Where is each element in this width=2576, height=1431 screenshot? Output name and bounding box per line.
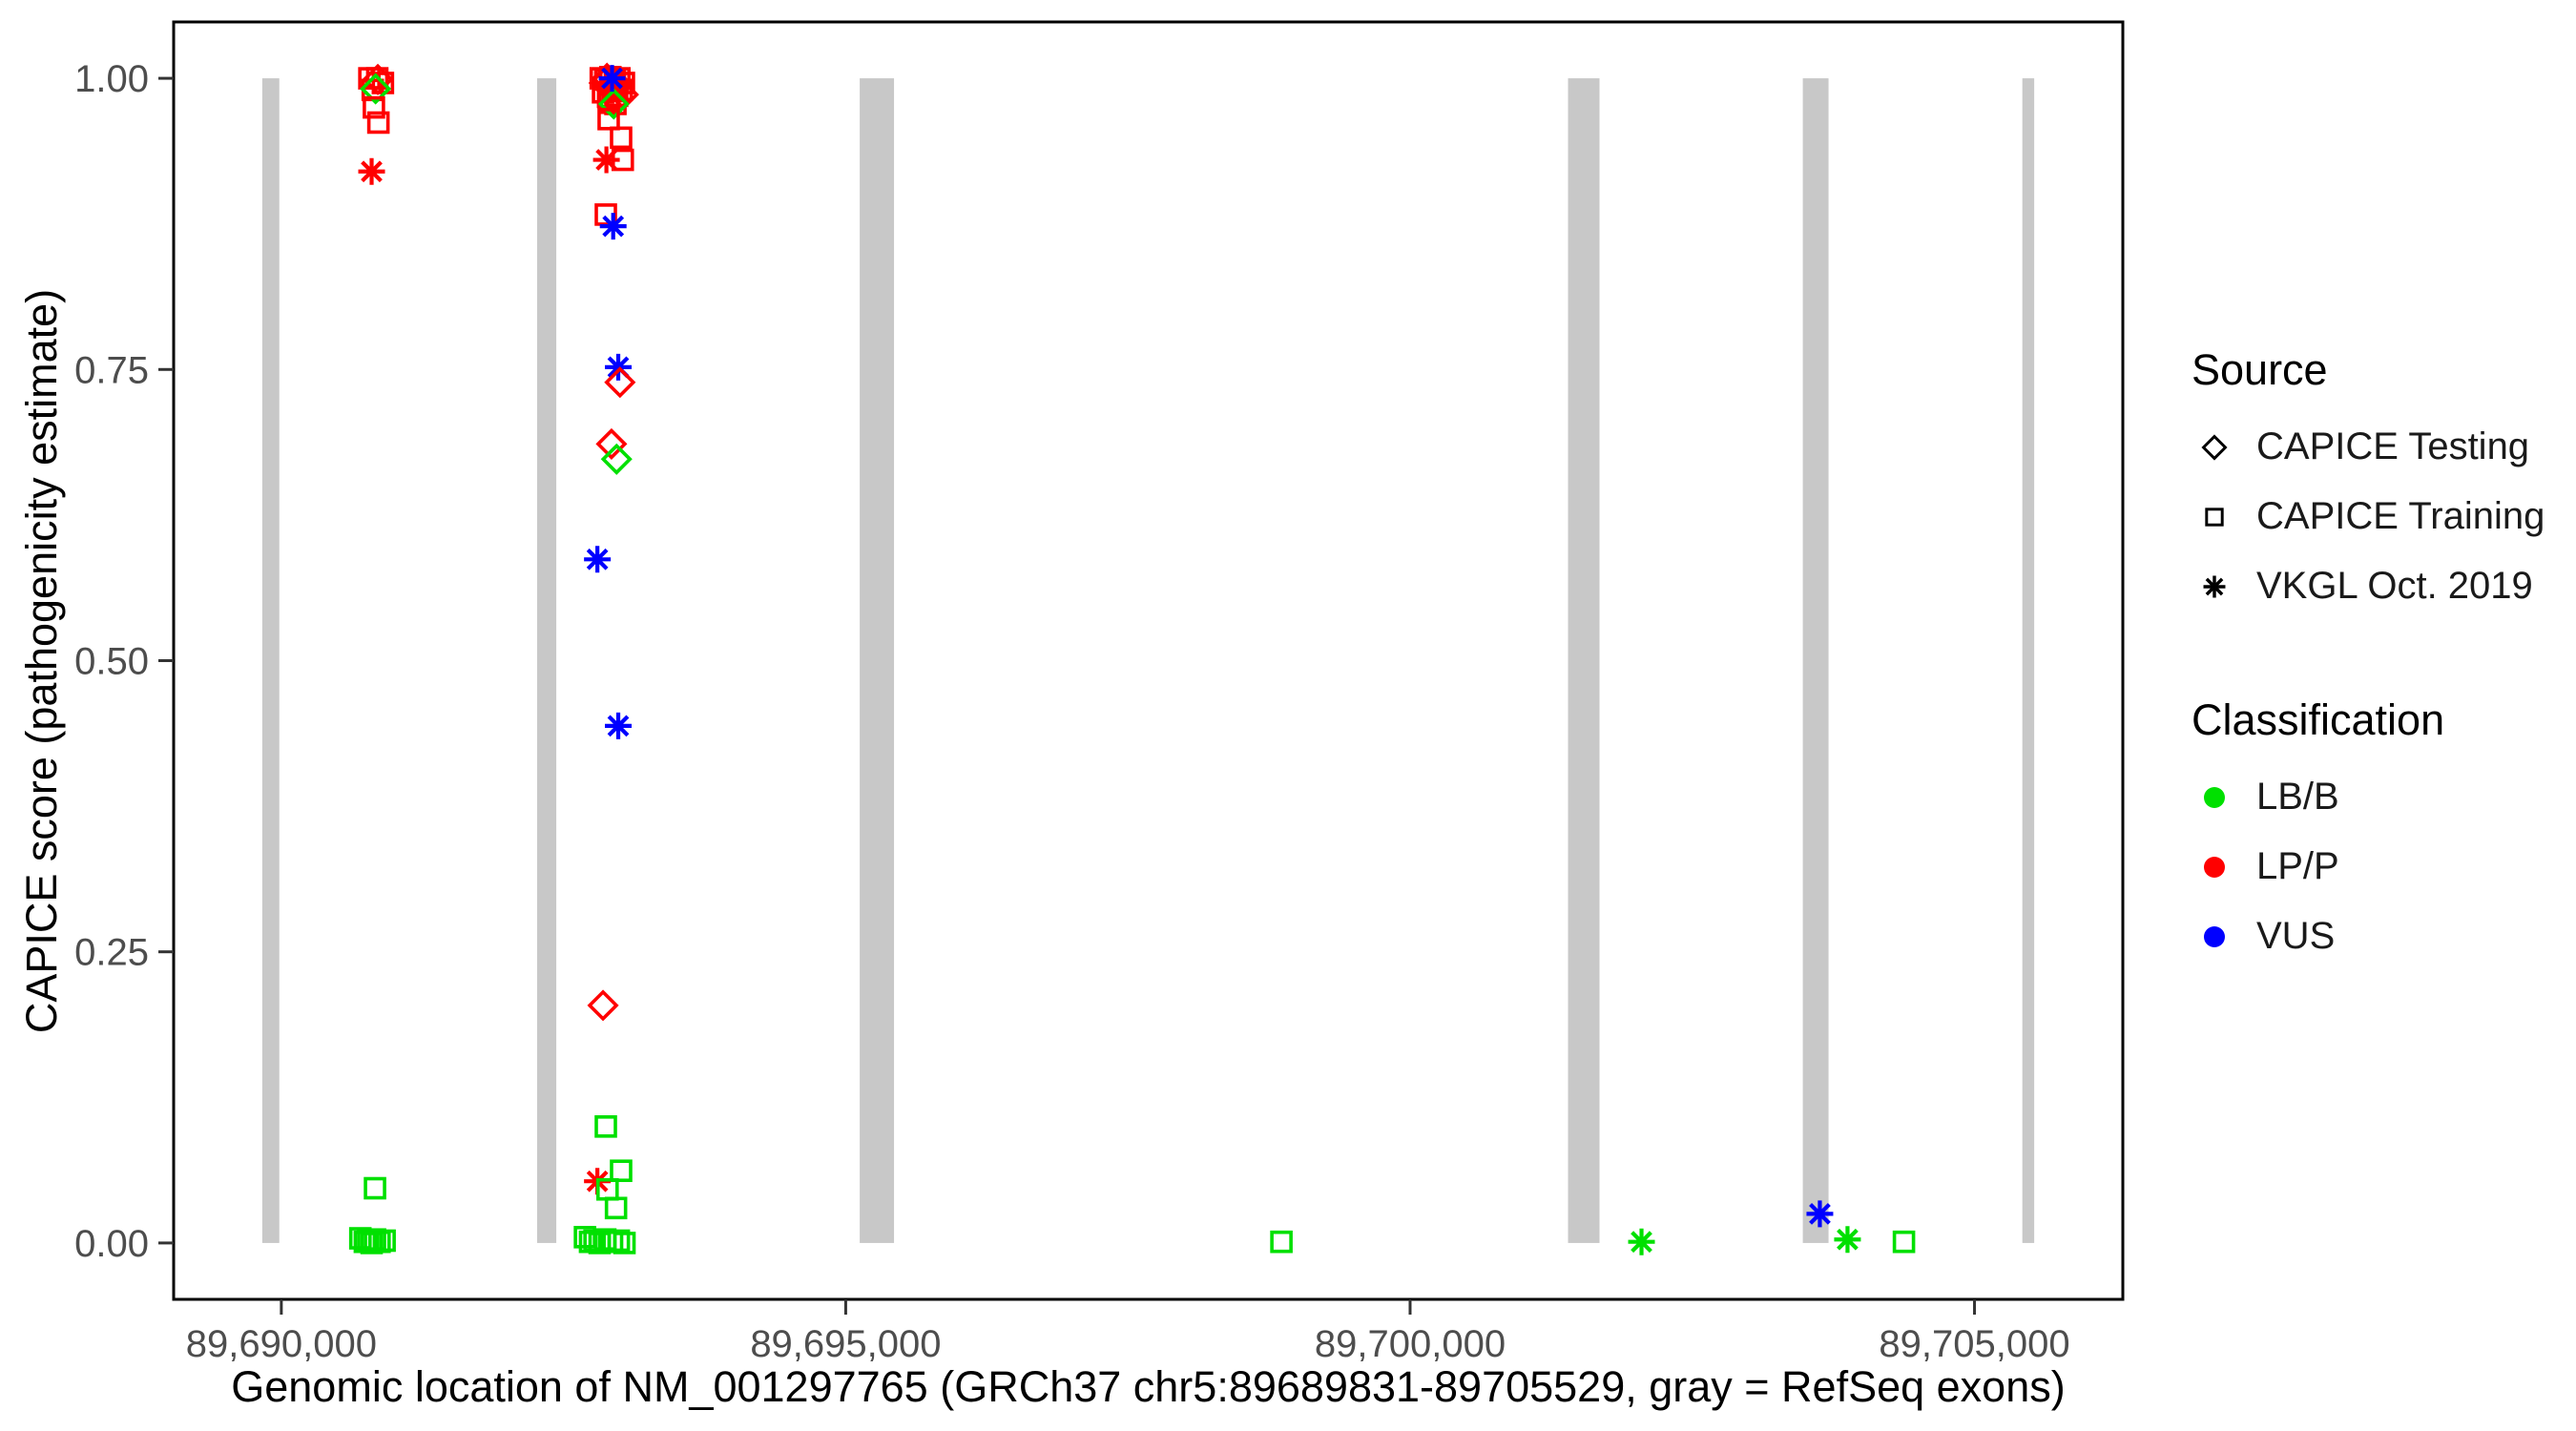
color-dot-icon — [2204, 786, 2225, 808]
exon-bar — [1802, 78, 1829, 1243]
square-icon — [2205, 507, 2224, 527]
data-point-asterisk — [2203, 575, 2226, 597]
data-point — [1892, 1230, 1916, 1254]
data-point — [594, 71, 627, 103]
color-dot-icon — [2204, 925, 2225, 947]
data-point-square — [2205, 507, 2224, 527]
legend: Source CAPICE Testing CAPICE Training VKGL… — [2192, 345, 2545, 971]
legend-classification-title: Classification — [2192, 695, 2445, 744]
data-point — [587, 989, 619, 1022]
legend-classification: Classification LB/B LP/P VUS — [2192, 695, 2545, 971]
legend-item-label: CAPICE Testing — [2256, 425, 2530, 467]
data-point — [594, 1115, 617, 1138]
legend-item-vus: VUS — [2192, 902, 2545, 971]
legend-source-title: Source — [2192, 345, 2328, 394]
legend-item-lb-b: LB/B — [2192, 762, 2545, 832]
data-point — [358, 157, 385, 185]
data-point — [1628, 1228, 1655, 1255]
data-point — [1270, 1230, 1293, 1254]
legend-source: Source CAPICE Testing CAPICE Training VKGL… — [2192, 345, 2545, 621]
data-point — [600, 443, 633, 475]
y-axis-title: CAPICE score (pathogenicity estimate) — [17, 288, 66, 1034]
data-point — [364, 1176, 386, 1200]
data-point — [598, 65, 626, 93]
legend-item-vkgl-oct-2019: VKGL Oct. 2019 — [2192, 551, 2545, 621]
exon-bar — [536, 78, 557, 1243]
x-tick-label: 89,700,000 — [1315, 1323, 1506, 1365]
y-tick-label: 1.00 — [74, 58, 149, 100]
data-point — [1806, 1200, 1834, 1228]
data-point — [604, 366, 636, 399]
legend-item-capice-testing: CAPICE Testing — [2192, 412, 2545, 482]
data-point — [610, 1159, 633, 1183]
data-point — [592, 146, 620, 174]
exon-bar — [860, 78, 895, 1243]
legend-source-items: CAPICE Testing CAPICE Training VKGL Oct. 2… — [2192, 412, 2545, 621]
legend-item-capice-training: CAPICE Training — [2192, 482, 2545, 551]
data-point — [584, 546, 612, 573]
data-point — [613, 1232, 636, 1255]
diamond-icon — [2201, 433, 2228, 461]
x-axis-title: Genomic location of NM_001297765 (GRCh37… — [231, 1362, 2066, 1411]
exon-bar — [2022, 78, 2035, 1243]
data-point — [605, 712, 633, 739]
legend-classification-items: LB/B LP/P VUS — [2192, 762, 2545, 971]
data-point — [373, 1229, 396, 1253]
legend-item-label: VUS — [2256, 915, 2336, 957]
y-tick-label: 0.25 — [74, 932, 149, 974]
data-point — [360, 73, 392, 105]
legend-circle — [2204, 856, 2225, 878]
legend-item-label: CAPICE Training — [2256, 495, 2545, 537]
data-point — [594, 203, 617, 226]
color-dot-icon — [2204, 856, 2225, 878]
legend-circle — [2204, 925, 2225, 947]
y-tick-label: 0.75 — [74, 349, 149, 391]
x-tick-label: 89,695,000 — [750, 1323, 941, 1365]
data-point — [605, 353, 633, 381]
data-point — [599, 213, 627, 240]
y-tick-label: 0.50 — [74, 641, 149, 683]
data-point — [362, 63, 394, 95]
data-point — [611, 148, 634, 172]
legend-item-label: LB/B — [2256, 776, 2339, 818]
legend-item-label: VKGL Oct. 2019 — [2256, 565, 2533, 607]
data-point — [363, 95, 385, 119]
legend-item-label: LP/P — [2256, 845, 2339, 887]
panel-border — [172, 20, 2125, 1301]
data-point — [604, 1196, 628, 1220]
x-tick-label: 89,705,000 — [1879, 1323, 2069, 1365]
data-point — [607, 1229, 631, 1253]
exon-bar — [1568, 78, 1600, 1243]
x-tick-label: 89,690,000 — [186, 1323, 377, 1365]
data-point — [366, 111, 390, 135]
y-tick-label: 0.00 — [74, 1223, 149, 1265]
asterisk-icon — [2203, 575, 2226, 597]
legend-item-lp-p: LP/P — [2192, 832, 2545, 902]
data-point — [1834, 1226, 1861, 1254]
legend-circle — [2204, 786, 2225, 808]
data-point-diamond — [2201, 433, 2228, 461]
data-point — [610, 126, 633, 150]
data-point — [595, 427, 628, 460]
exon-bar — [261, 78, 280, 1243]
data-point — [597, 88, 630, 120]
data-point — [597, 108, 620, 131]
